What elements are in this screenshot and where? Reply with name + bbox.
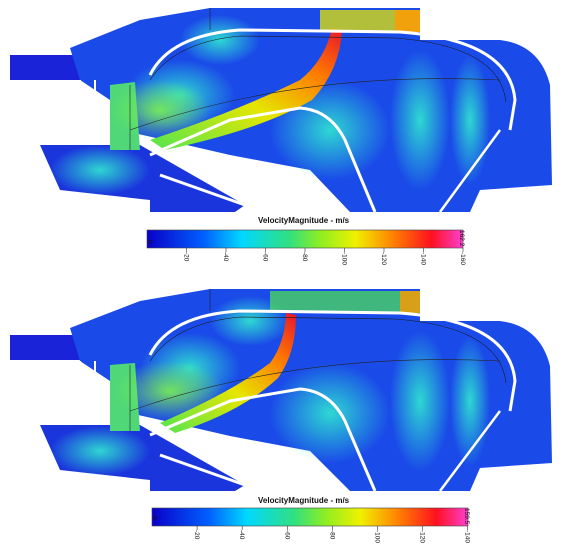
colorbar-tick-label: -20 <box>193 530 200 540</box>
colorbar-title: VelocityMagnitude - m/s <box>258 496 350 505</box>
colorbar <box>146 229 464 249</box>
velocity-contour-plot: -20 -40 -60 -80 -100 -120 -140 0 159.5 <box>10 289 552 543</box>
colorbar-max-label: 159.5 <box>463 508 470 525</box>
high-velocity-jet <box>160 313 296 433</box>
colorbar-tick-label: -60 <box>283 530 290 540</box>
colorbar-ticks: -20 -40 -60 -80 -100 -120 -140 -160 <box>183 248 466 265</box>
inlet-duct <box>10 55 80 80</box>
colorbar-tick-label: -140 <box>464 530 471 543</box>
colorbar <box>151 507 469 527</box>
colorbar-tick-label: -80 <box>301 252 308 262</box>
colorbar-tick-label: -80 <box>328 530 335 540</box>
duct-wall-lower <box>149 387 377 492</box>
duct-wall-upper <box>148 28 517 131</box>
colorbar-title: VelocityMagnitude - m/s <box>258 216 350 225</box>
colorbar-tick-label: -40 <box>238 530 245 540</box>
velocity-figure-bottom: -20 -40 -60 -80 -100 -120 -140 0 159.5 Velocit… <box>0 273 566 546</box>
duct-wall-upper <box>148 309 517 412</box>
colorbar-tick-label: -140 <box>420 252 427 265</box>
inlet-duct <box>10 335 80 360</box>
colorbar-min-label: 0 <box>151 516 158 520</box>
colorbar-tick-label: -60 <box>262 252 269 262</box>
velocity-contour-plot: -20 -40 -60 -80 -100 -120 -140 -160 0 162.2 <box>10 8 552 265</box>
colorbar-tick-label: -100 <box>374 530 381 543</box>
colorbar-tick-label: -20 <box>183 252 190 262</box>
colorbar-tick-label: -100 <box>341 252 348 265</box>
colorbar-tick-label: -120 <box>419 530 426 543</box>
colorbar-tick-label: -160 <box>459 252 466 265</box>
colorbar-tick-label: -40 <box>222 252 229 262</box>
colorbar-min-label: 0 <box>146 240 153 244</box>
colorbar-max-label: 162.2 <box>458 230 465 247</box>
colorbar-tick-label: -120 <box>380 252 387 265</box>
high-velocity-jet <box>150 28 342 150</box>
velocity-figure-top: -20 -40 -60 -80 -100 -120 -140 -160 0 162.2 Vel… <box>10 8 552 265</box>
colorbar-ticks: -20 -40 -60 -80 -100 -120 -140 <box>193 526 471 543</box>
duct-wall-lower <box>149 106 377 213</box>
